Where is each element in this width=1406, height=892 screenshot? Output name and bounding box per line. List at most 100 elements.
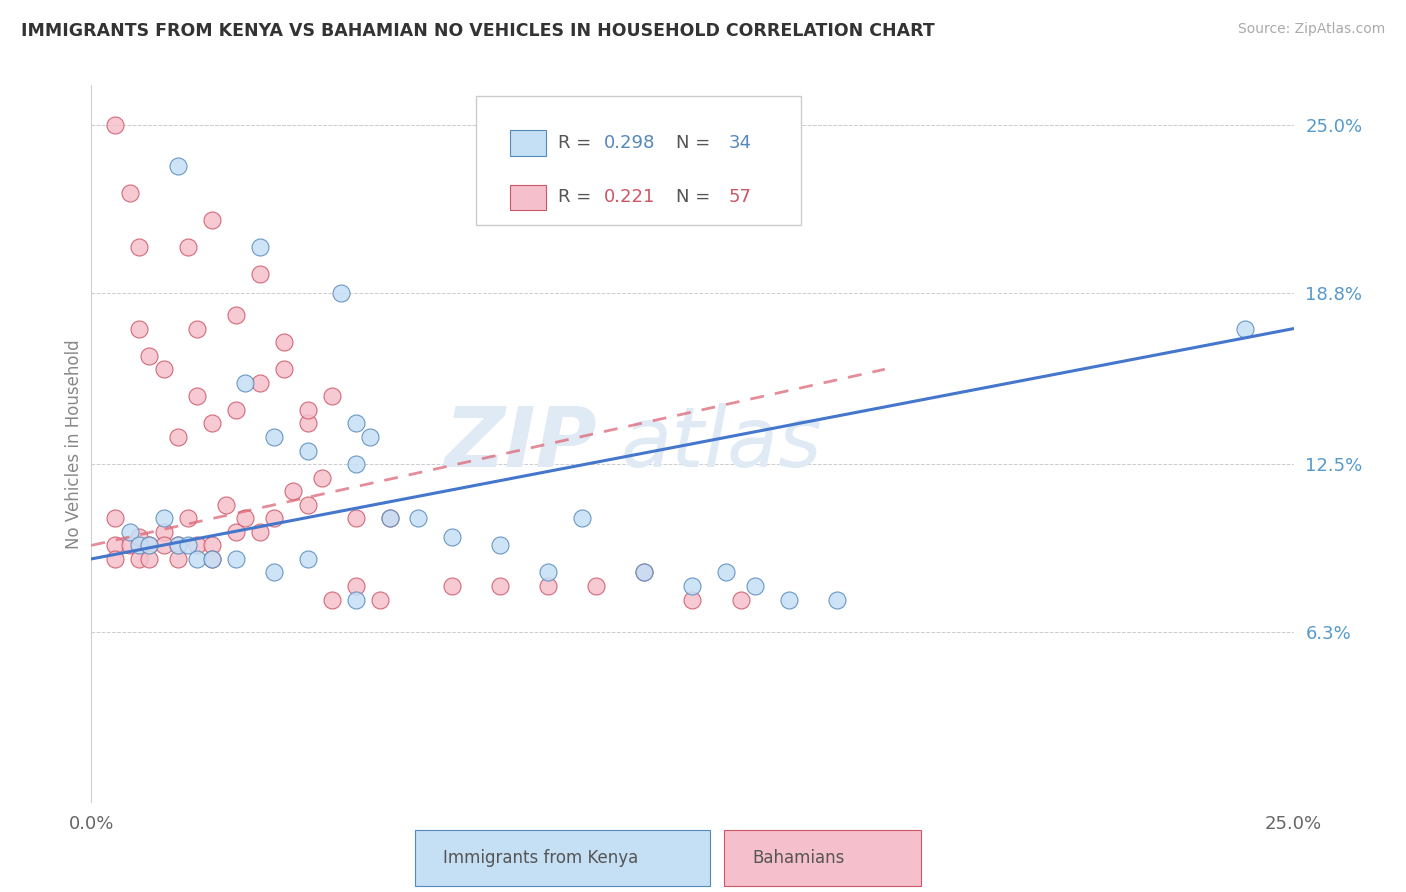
Point — [1234, 321, 1257, 335]
Point — [152, 511, 174, 525]
Point — [118, 538, 141, 552]
Point — [585, 579, 607, 593]
Text: 0.298: 0.298 — [603, 134, 655, 152]
Point — [152, 524, 174, 539]
Point — [730, 592, 752, 607]
Point — [489, 538, 512, 552]
Point — [249, 524, 271, 539]
Point — [104, 511, 127, 525]
Point — [225, 308, 247, 322]
Point — [118, 186, 141, 201]
Point — [408, 511, 430, 525]
Point — [368, 592, 391, 607]
Point — [128, 538, 150, 552]
Point — [359, 430, 381, 444]
Point — [249, 268, 271, 282]
Point — [233, 376, 256, 390]
Point — [200, 552, 222, 566]
Bar — [510, 130, 546, 156]
Point — [138, 349, 160, 363]
Point — [440, 579, 463, 593]
Point — [744, 579, 766, 593]
Point — [537, 579, 560, 593]
Text: ZIP: ZIP — [444, 403, 596, 484]
Point — [378, 511, 401, 525]
Point — [167, 538, 190, 552]
Point — [128, 321, 150, 335]
Point — [186, 552, 208, 566]
Text: 0.221: 0.221 — [603, 188, 655, 206]
Point — [200, 538, 222, 552]
Point — [104, 538, 127, 552]
Point — [215, 498, 238, 512]
Point — [104, 119, 127, 133]
Point — [344, 579, 367, 593]
Point — [571, 511, 593, 525]
Point — [249, 376, 271, 390]
Point — [321, 389, 343, 403]
Point — [200, 552, 222, 566]
Point — [344, 457, 367, 471]
Point — [681, 592, 703, 607]
Point — [128, 552, 150, 566]
Point — [152, 538, 174, 552]
Point — [167, 159, 190, 173]
Point — [273, 335, 295, 350]
Text: Immigrants from Kenya: Immigrants from Kenya — [443, 849, 638, 867]
Point — [633, 566, 655, 580]
Point — [176, 511, 198, 525]
Point — [311, 470, 333, 484]
Point — [186, 538, 208, 552]
Point — [104, 552, 127, 566]
Point — [681, 579, 703, 593]
Point — [128, 240, 150, 254]
Text: N =: N = — [676, 134, 716, 152]
Point — [633, 566, 655, 580]
Point — [167, 552, 190, 566]
Point — [138, 552, 160, 566]
Text: IMMIGRANTS FROM KENYA VS BAHAMIAN NO VEHICLES IN HOUSEHOLD CORRELATION CHART: IMMIGRANTS FROM KENYA VS BAHAMIAN NO VEH… — [21, 22, 935, 40]
Point — [714, 566, 737, 580]
Point — [233, 511, 256, 525]
Point — [263, 430, 285, 444]
Point — [176, 538, 198, 552]
Point — [249, 240, 271, 254]
Point — [186, 389, 208, 403]
Point — [297, 403, 319, 417]
Point — [297, 498, 319, 512]
Point — [344, 511, 367, 525]
Text: R =: R = — [558, 188, 596, 206]
Point — [825, 592, 848, 607]
Text: N =: N = — [676, 188, 716, 206]
Point — [186, 321, 208, 335]
Point — [273, 362, 295, 376]
Point — [128, 530, 150, 544]
Point — [283, 484, 305, 499]
Point — [537, 566, 560, 580]
Point — [167, 430, 190, 444]
Bar — [510, 185, 546, 211]
Text: Source: ZipAtlas.com: Source: ZipAtlas.com — [1237, 22, 1385, 37]
Text: atlas: atlas — [620, 403, 823, 484]
Point — [297, 443, 319, 458]
Point — [440, 530, 463, 544]
Point — [118, 524, 141, 539]
Text: 57: 57 — [728, 188, 752, 206]
Point — [297, 552, 319, 566]
FancyBboxPatch shape — [477, 95, 800, 225]
Text: R =: R = — [558, 134, 596, 152]
Point — [225, 403, 247, 417]
Point — [200, 417, 222, 431]
Point — [263, 511, 285, 525]
Point — [489, 579, 512, 593]
Point — [330, 286, 353, 301]
Point — [200, 213, 222, 227]
Point — [344, 592, 367, 607]
Point — [167, 538, 190, 552]
Point — [378, 511, 401, 525]
Point — [263, 566, 285, 580]
Point — [176, 240, 198, 254]
Point — [297, 417, 319, 431]
Point — [225, 524, 247, 539]
Text: Bahamians: Bahamians — [752, 849, 845, 867]
